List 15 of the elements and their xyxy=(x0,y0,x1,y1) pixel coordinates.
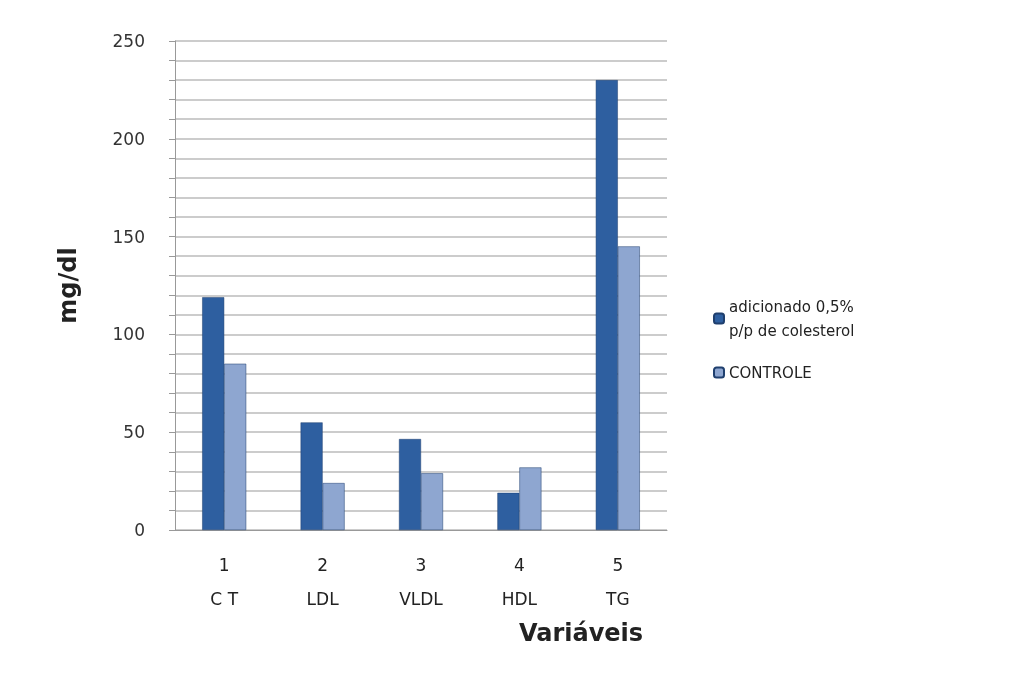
x-axis-title: Variáveis xyxy=(518,618,644,647)
x-tick-label: 2 LDL xyxy=(306,555,340,609)
y-tick-label: 100 xyxy=(112,324,145,345)
y-tick-label: 150 xyxy=(112,226,145,247)
y-tick-label: 200 xyxy=(112,128,145,149)
y-tick-label: 250 xyxy=(112,31,145,51)
y-tick-label: 0 xyxy=(134,520,145,540)
legend-label: adicionado 0,5% p/p de colesterol xyxy=(729,297,855,340)
x-tick-label: 3 VLDL xyxy=(399,555,444,609)
y-tick-label: 50 xyxy=(123,422,145,443)
legend-label: CONTROLE xyxy=(729,363,812,382)
x-tick-label: 4 HDL xyxy=(501,555,538,609)
x-tick-label: 1 C T xyxy=(210,555,239,609)
x-tick-label: 5 TG xyxy=(605,555,630,609)
y-axis-title: mg/dl xyxy=(54,247,82,324)
